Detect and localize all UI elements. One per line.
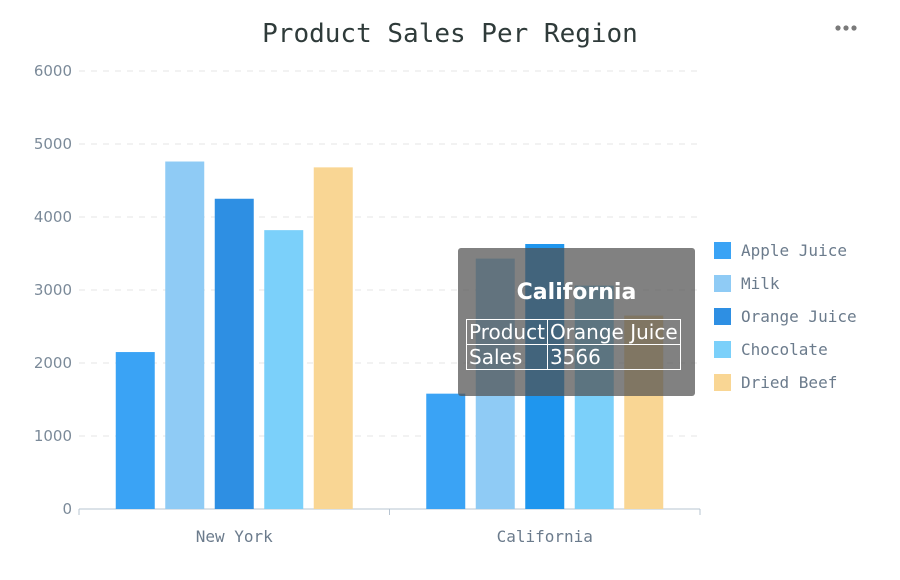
chart-tooltip: California Product Orange Juice Sales 35… [458, 248, 695, 396]
legend-label[interactable]: Chocolate [741, 340, 828, 359]
bar[interactable] [264, 230, 304, 509]
chart-menu-button[interactable] [828, 16, 864, 40]
bar[interactable] [165, 161, 205, 509]
legend-swatch[interactable] [714, 341, 731, 358]
y-tick-label: 2000 [34, 354, 72, 372]
bar[interactable] [115, 352, 155, 509]
legend-swatch[interactable] [714, 308, 731, 325]
x-axis: New York California [78, 508, 701, 546]
tooltip-row: Product Orange Juice [466, 319, 681, 345]
y-tick-label: 6000 [34, 62, 72, 80]
bar[interactable] [214, 198, 254, 509]
legend-swatch[interactable] [714, 275, 731, 292]
tooltip-value: 3566 [546, 344, 681, 370]
x-tick-label: California [497, 527, 593, 546]
y-tick-label: 1000 [34, 427, 72, 445]
chart-title: Product Sales Per Region [262, 19, 638, 49]
x-tick-label: New York [196, 527, 273, 546]
legend: Apple Juice Milk Orange Juice Chocolate Drie… [714, 241, 857, 392]
legend-label[interactable]: Dried Beef [741, 373, 837, 392]
legend-label[interactable]: Orange Juice [741, 307, 857, 326]
more-dots-icon [835, 25, 857, 31]
tooltip-value: Orange Juice [546, 319, 681, 345]
y-axis: 0 1000 2000 3000 4000 5000 6000 [34, 62, 72, 518]
tooltip-label: Sales [466, 344, 548, 370]
tooltip-label: Product [466, 319, 548, 345]
legend-label[interactable]: Milk [741, 274, 780, 293]
y-tick-label: 5000 [34, 135, 72, 153]
legend-label[interactable]: Apple Juice [741, 241, 847, 260]
legend-swatch[interactable] [714, 374, 731, 391]
legend-swatch[interactable] [714, 242, 731, 259]
tooltip-row: Sales 3566 [466, 344, 681, 370]
y-tick-label: 4000 [34, 208, 72, 226]
y-tick-label: 0 [62, 500, 72, 518]
bar[interactable] [426, 393, 466, 509]
y-tick-label: 3000 [34, 281, 72, 299]
bar[interactable] [313, 167, 353, 510]
tooltip-title: California [516, 280, 637, 305]
tooltip-table: Product Orange Juice Sales 3566 [466, 319, 681, 370]
